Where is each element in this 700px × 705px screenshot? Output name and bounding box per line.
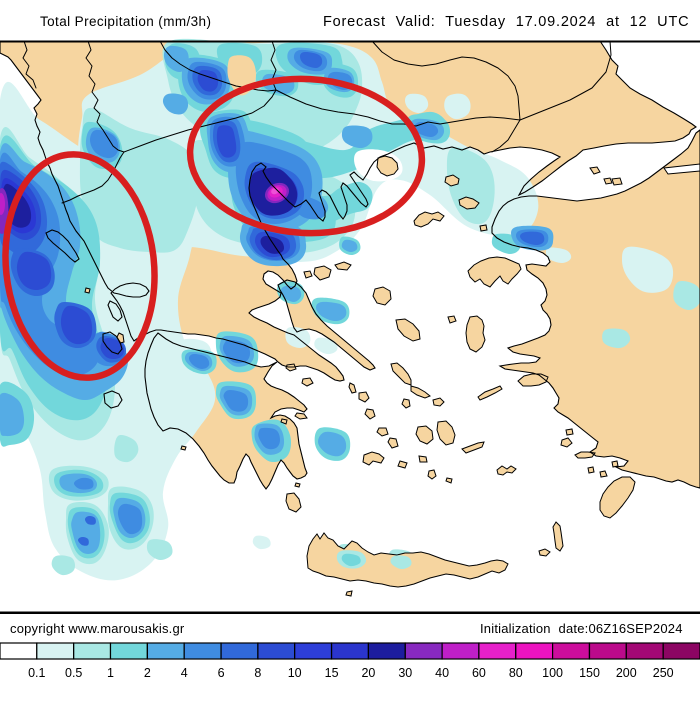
svg-text:0.1: 0.1 <box>28 666 45 680</box>
svg-text:4: 4 <box>181 666 188 680</box>
svg-text:6: 6 <box>218 666 225 680</box>
svg-text:Initialization date:06Z16SEP20: Initialization date:06Z16SEP2024 <box>480 621 683 636</box>
svg-text:150: 150 <box>579 666 600 680</box>
svg-text:200: 200 <box>616 666 637 680</box>
svg-text:15: 15 <box>325 666 339 680</box>
svg-text:10: 10 <box>288 666 302 680</box>
svg-text:Total Precipitation (mm/3h): Total Precipitation (mm/3h) <box>40 14 211 29</box>
svg-text:60: 60 <box>472 666 486 680</box>
svg-text:30: 30 <box>398 666 412 680</box>
svg-text:0.5: 0.5 <box>65 666 82 680</box>
svg-text:100: 100 <box>542 666 563 680</box>
svg-text:40: 40 <box>435 666 449 680</box>
svg-text:8: 8 <box>254 666 261 680</box>
svg-text:20: 20 <box>361 666 375 680</box>
svg-text:Forecast Valid: Tuesday 17.09.: Forecast Valid: Tuesday 17.09.2024 at 12… <box>323 14 689 30</box>
svg-text:80: 80 <box>509 666 523 680</box>
svg-text:1: 1 <box>107 666 114 680</box>
svg-text:copyright www.marousakis.gr: copyright www.marousakis.gr <box>10 621 185 636</box>
svg-text:250: 250 <box>653 666 674 680</box>
svg-text:2: 2 <box>144 666 151 680</box>
